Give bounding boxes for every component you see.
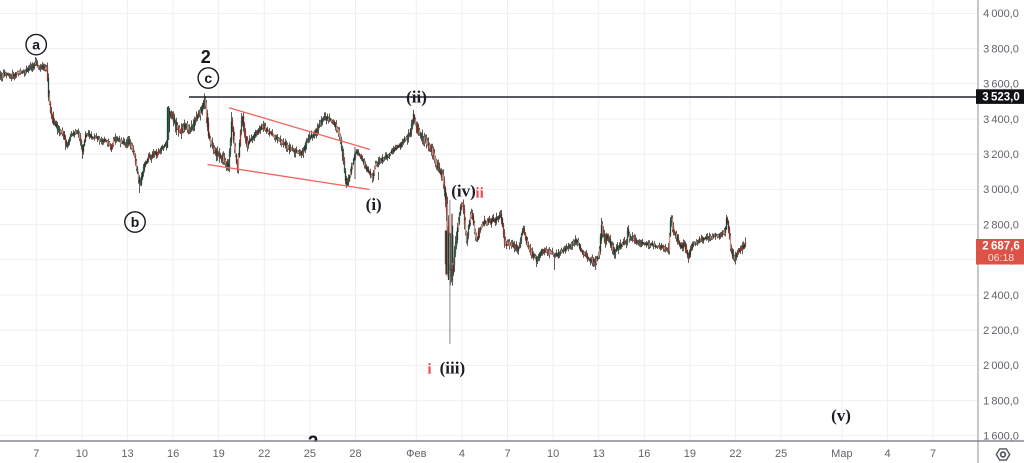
svg-text:c: c xyxy=(204,70,212,86)
svg-text:06:18: 06:18 xyxy=(988,252,1014,264)
svg-text:3 600,0: 3 600,0 xyxy=(983,79,1019,91)
svg-text:2: 2 xyxy=(201,47,211,67)
svg-text:7: 7 xyxy=(930,448,936,460)
svg-text:10: 10 xyxy=(547,448,559,460)
svg-text:2 400,0: 2 400,0 xyxy=(983,290,1019,302)
svg-text:3 200,0: 3 200,0 xyxy=(983,149,1019,161)
svg-text:13: 13 xyxy=(121,448,133,460)
svg-text:3 000,0: 3 000,0 xyxy=(983,184,1019,196)
svg-text:13: 13 xyxy=(593,448,605,460)
svg-text:b: b xyxy=(131,214,140,230)
svg-text:16: 16 xyxy=(638,448,650,460)
svg-text:22: 22 xyxy=(258,448,270,460)
svg-text:ii: ii xyxy=(475,186,483,202)
svg-text:(i): (i) xyxy=(366,195,382,214)
svg-text:2 200,0: 2 200,0 xyxy=(983,325,1019,337)
svg-text:10: 10 xyxy=(76,448,88,460)
svg-text:7: 7 xyxy=(33,448,39,460)
svg-text:28: 28 xyxy=(349,448,361,460)
svg-text:16: 16 xyxy=(167,448,179,460)
svg-text:22: 22 xyxy=(729,448,741,460)
svg-text:25: 25 xyxy=(775,448,787,460)
svg-text:7: 7 xyxy=(504,448,510,460)
svg-text:3 523,0: 3 523,0 xyxy=(982,91,1019,103)
svg-text:2 687,6: 2 687,6 xyxy=(982,241,1019,253)
svg-text:19: 19 xyxy=(684,448,696,460)
svg-text:1 800,0: 1 800,0 xyxy=(983,395,1019,407)
svg-text:(ii): (ii) xyxy=(406,88,427,107)
svg-text:Фев: Фев xyxy=(406,448,426,460)
svg-text:19: 19 xyxy=(213,448,225,460)
svg-text:(iii): (iii) xyxy=(440,359,466,378)
svg-text:1 600,0: 1 600,0 xyxy=(983,431,1019,443)
svg-text:i: i xyxy=(427,362,431,378)
svg-text:2 000,0: 2 000,0 xyxy=(983,360,1019,372)
svg-text:2 800,0: 2 800,0 xyxy=(983,219,1019,231)
svg-text:25: 25 xyxy=(304,448,316,460)
svg-text:a: a xyxy=(32,37,40,53)
svg-text:(iv): (iv) xyxy=(451,182,476,201)
svg-text:(v): (v) xyxy=(831,406,851,425)
svg-text:4: 4 xyxy=(884,448,890,460)
svg-text:Мар: Мар xyxy=(831,448,853,460)
svg-text:3 400,0: 3 400,0 xyxy=(983,114,1019,126)
svg-text:4 000,0: 4 000,0 xyxy=(983,8,1019,20)
svg-text:3 800,0: 3 800,0 xyxy=(983,43,1019,55)
svg-text:4: 4 xyxy=(459,448,465,460)
